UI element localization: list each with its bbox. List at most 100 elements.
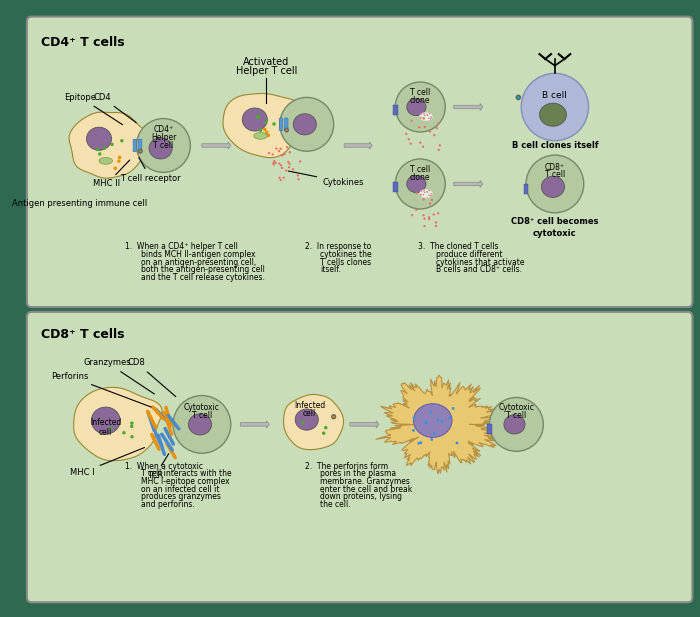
Circle shape [281, 167, 284, 169]
Circle shape [430, 116, 432, 118]
Bar [487, 424, 492, 434]
Circle shape [420, 117, 422, 118]
Circle shape [423, 194, 424, 196]
FancyBboxPatch shape [27, 17, 692, 307]
Polygon shape [74, 387, 162, 461]
Circle shape [257, 115, 260, 119]
Circle shape [421, 191, 422, 192]
Circle shape [281, 154, 283, 156]
Text: both the antigen-presenting cell: both the antigen-presenting cell [141, 265, 265, 275]
Text: T cell: T cell [410, 165, 430, 175]
Circle shape [430, 199, 433, 201]
Text: TCR: TCR [147, 453, 169, 480]
Circle shape [324, 426, 328, 429]
Ellipse shape [407, 175, 426, 193]
Circle shape [265, 120, 268, 124]
Circle shape [423, 198, 425, 201]
Bar [393, 182, 398, 192]
Text: T cells clones: T cells clones [320, 258, 371, 267]
Circle shape [120, 139, 124, 143]
Text: MHC I: MHC I [70, 447, 144, 477]
Text: MHC II: MHC II [93, 160, 130, 188]
Text: 2.  The perforins form: 2. The perforins form [304, 462, 388, 471]
Text: B cell: B cell [542, 91, 567, 100]
Circle shape [299, 160, 302, 163]
Text: enter the cell and break: enter the cell and break [320, 485, 412, 494]
Circle shape [441, 420, 444, 423]
Text: binds MCH II-antigen complex: binds MCH II-antigen complex [141, 250, 256, 259]
Circle shape [435, 225, 437, 227]
Circle shape [489, 397, 543, 451]
Ellipse shape [149, 138, 172, 159]
Text: cytokines the: cytokines the [320, 250, 372, 259]
Ellipse shape [87, 127, 111, 151]
Circle shape [452, 407, 454, 410]
Polygon shape [223, 94, 307, 157]
Text: T cell: T cell [192, 411, 212, 420]
Circle shape [428, 216, 430, 218]
Circle shape [284, 153, 286, 155]
Circle shape [437, 419, 440, 421]
FancyBboxPatch shape [279, 118, 283, 131]
FancyBboxPatch shape [139, 139, 142, 152]
Circle shape [173, 395, 231, 453]
Circle shape [429, 130, 431, 133]
Circle shape [287, 161, 290, 163]
Text: Helper T cell: Helper T cell [236, 66, 297, 77]
Text: 3.  The cloned T cells: 3. The cloned T cells [419, 242, 499, 251]
Text: T cell receptor: T cell receptor [120, 157, 181, 183]
Circle shape [288, 163, 290, 165]
Circle shape [111, 143, 113, 146]
Circle shape [438, 122, 440, 125]
Text: the cell.: the cell. [320, 500, 351, 509]
Circle shape [279, 179, 282, 181]
Circle shape [288, 151, 291, 154]
Circle shape [279, 147, 282, 150]
Circle shape [429, 411, 432, 413]
Text: down proteins, lysing: down proteins, lysing [320, 492, 402, 502]
Text: 1.  When a CD4⁺ helper T cell: 1. When a CD4⁺ helper T cell [125, 242, 238, 251]
Text: B cell clones itself: B cell clones itself [512, 141, 598, 150]
Circle shape [288, 166, 290, 168]
Circle shape [429, 202, 431, 205]
Circle shape [428, 189, 430, 191]
Circle shape [263, 128, 267, 131]
Text: MHC I-epitope complex: MHC I-epitope complex [141, 477, 230, 486]
Circle shape [456, 442, 458, 444]
Circle shape [424, 217, 426, 220]
Circle shape [136, 118, 190, 172]
Text: Infected: Infected [294, 401, 326, 410]
Circle shape [278, 150, 280, 152]
Text: 1.  When a cytotoxic: 1. When a cytotoxic [125, 462, 203, 471]
Text: CD8⁺: CD8⁺ [545, 162, 565, 172]
Circle shape [272, 153, 274, 155]
Bar [524, 184, 528, 194]
Circle shape [424, 225, 426, 227]
Circle shape [395, 159, 445, 209]
Text: produce different: produce different [435, 250, 502, 259]
Circle shape [280, 97, 334, 151]
Circle shape [298, 178, 300, 180]
Circle shape [427, 114, 428, 116]
Circle shape [428, 118, 430, 119]
Text: on an antigen-presenting cell,: on an antigen-presenting cell, [141, 258, 257, 267]
Circle shape [430, 193, 432, 194]
Circle shape [424, 190, 425, 191]
Circle shape [285, 170, 287, 172]
Circle shape [280, 164, 282, 167]
Circle shape [272, 122, 276, 126]
Circle shape [122, 431, 126, 434]
Circle shape [428, 218, 430, 220]
Circle shape [522, 73, 589, 141]
Text: Antigen presenting immune cell: Antigen presenting immune cell [12, 199, 148, 209]
Circle shape [526, 155, 584, 213]
Text: CD8⁺ T cells: CD8⁺ T cells [41, 328, 125, 341]
Circle shape [274, 162, 277, 164]
FancyBboxPatch shape [27, 312, 692, 602]
Ellipse shape [91, 407, 120, 434]
Ellipse shape [414, 404, 452, 437]
Circle shape [395, 82, 445, 132]
Text: Epitope: Epitope [64, 93, 122, 125]
Circle shape [424, 421, 427, 424]
Circle shape [292, 168, 294, 170]
